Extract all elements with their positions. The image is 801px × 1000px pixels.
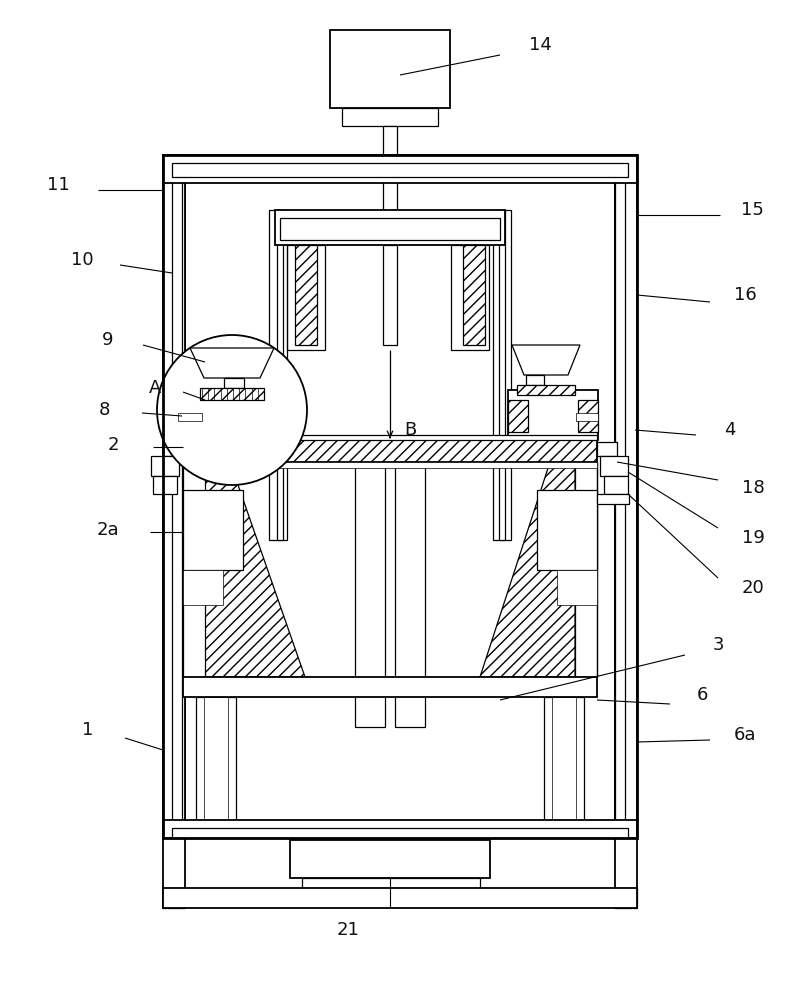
Bar bbox=[330, 30, 450, 108]
Bar bbox=[383, 126, 397, 158]
Bar bbox=[151, 456, 179, 476]
Bar bbox=[615, 155, 637, 908]
Bar bbox=[295, 245, 317, 345]
Bar bbox=[183, 462, 205, 677]
Text: 19: 19 bbox=[742, 529, 764, 547]
Bar bbox=[163, 820, 637, 838]
Bar bbox=[183, 677, 597, 697]
Bar bbox=[517, 385, 575, 395]
Bar bbox=[355, 462, 385, 727]
Bar bbox=[178, 413, 202, 421]
Bar bbox=[182, 390, 272, 440]
Bar bbox=[163, 155, 185, 908]
Circle shape bbox=[157, 335, 307, 485]
Bar bbox=[597, 494, 629, 504]
Text: 2: 2 bbox=[107, 436, 119, 454]
Bar bbox=[183, 462, 205, 677]
Polygon shape bbox=[205, 462, 305, 677]
Text: 11: 11 bbox=[46, 176, 70, 194]
Bar bbox=[597, 442, 617, 456]
Text: 18: 18 bbox=[742, 479, 764, 497]
Bar bbox=[200, 388, 264, 400]
Bar bbox=[368, 158, 412, 180]
Bar bbox=[226, 375, 244, 385]
Bar bbox=[172, 163, 628, 830]
Bar bbox=[163, 442, 183, 456]
Bar bbox=[172, 828, 628, 838]
Bar bbox=[342, 108, 438, 126]
Bar bbox=[557, 570, 597, 605]
Bar bbox=[277, 210, 283, 540]
Bar bbox=[575, 462, 597, 677]
Bar bbox=[615, 155, 637, 838]
Text: 10: 10 bbox=[70, 251, 93, 269]
Polygon shape bbox=[480, 462, 575, 677]
Bar bbox=[204, 697, 228, 827]
Bar bbox=[383, 245, 397, 345]
Bar bbox=[280, 218, 500, 240]
Bar bbox=[302, 878, 480, 888]
Bar bbox=[183, 490, 243, 570]
Bar bbox=[600, 456, 628, 476]
Bar bbox=[172, 163, 182, 830]
Text: 16: 16 bbox=[734, 286, 756, 304]
Text: 20: 20 bbox=[742, 579, 764, 597]
Polygon shape bbox=[512, 345, 580, 375]
Bar bbox=[508, 390, 598, 440]
Text: 4: 4 bbox=[724, 421, 736, 439]
Bar bbox=[451, 245, 489, 350]
Bar bbox=[182, 413, 204, 421]
Bar bbox=[183, 462, 597, 468]
Bar bbox=[269, 210, 287, 540]
Polygon shape bbox=[190, 348, 274, 378]
Bar bbox=[182, 400, 202, 432]
Text: 8: 8 bbox=[99, 401, 110, 419]
Bar bbox=[287, 245, 325, 350]
Bar bbox=[172, 163, 628, 177]
Bar bbox=[163, 155, 185, 838]
Bar bbox=[493, 210, 511, 540]
Bar bbox=[252, 400, 272, 432]
Bar bbox=[153, 476, 177, 494]
Bar bbox=[395, 462, 425, 727]
Text: 3: 3 bbox=[712, 636, 724, 654]
Text: 21: 21 bbox=[336, 921, 360, 939]
Text: 14: 14 bbox=[529, 36, 551, 54]
Bar bbox=[183, 570, 223, 605]
Bar bbox=[205, 385, 263, 395]
Bar bbox=[163, 155, 637, 838]
Bar bbox=[578, 400, 598, 432]
Bar bbox=[290, 840, 490, 878]
Bar bbox=[526, 375, 544, 385]
Bar bbox=[163, 155, 637, 183]
Text: 9: 9 bbox=[103, 331, 114, 349]
Bar bbox=[224, 378, 244, 388]
Text: 6a: 6a bbox=[734, 726, 756, 744]
Text: 2a: 2a bbox=[97, 521, 119, 539]
Polygon shape bbox=[200, 345, 268, 375]
Bar bbox=[508, 400, 528, 432]
Bar bbox=[463, 245, 485, 345]
Bar bbox=[544, 697, 584, 827]
Text: 1: 1 bbox=[83, 721, 94, 739]
Bar bbox=[499, 210, 505, 540]
Text: A: A bbox=[149, 379, 161, 397]
Bar bbox=[183, 438, 597, 462]
Bar bbox=[275, 210, 505, 245]
Bar bbox=[615, 163, 625, 830]
Bar bbox=[163, 888, 185, 908]
Bar bbox=[163, 888, 637, 908]
Bar bbox=[604, 476, 628, 494]
Bar bbox=[183, 435, 597, 440]
Text: B: B bbox=[404, 421, 417, 439]
Bar bbox=[576, 413, 598, 421]
Bar bbox=[537, 490, 597, 570]
Bar bbox=[383, 180, 397, 210]
Bar bbox=[615, 888, 637, 908]
Text: 6: 6 bbox=[696, 686, 708, 704]
Bar bbox=[196, 697, 236, 827]
Text: 15: 15 bbox=[741, 201, 763, 219]
Bar bbox=[552, 697, 576, 827]
